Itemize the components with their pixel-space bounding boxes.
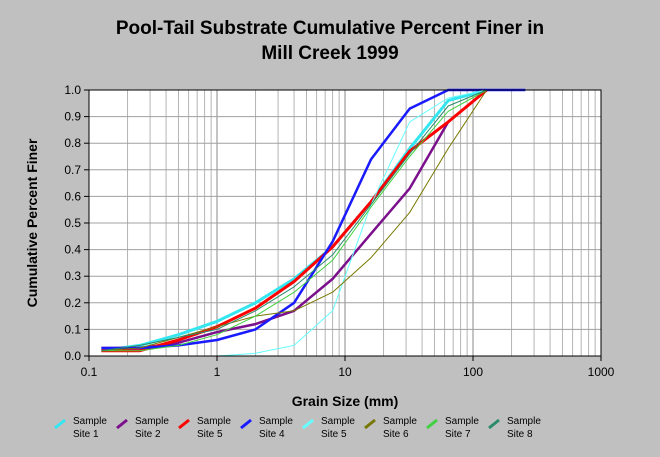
legend-label-line1-2: Sample <box>135 416 169 427</box>
series-line-7 <box>101 89 487 352</box>
x-tick-label: 1000 <box>588 365 615 379</box>
legend-label-line1-8: Sample <box>507 416 541 427</box>
series-line-4 <box>101 88 526 350</box>
legend-label-line1-7: Sample <box>445 416 479 427</box>
x-tick-label: 10 <box>338 365 352 379</box>
y-tick-label: 1.0 <box>64 83 81 97</box>
x-tick-label: 1 <box>214 365 221 379</box>
series-line-6 <box>101 89 488 352</box>
legend-label-line1-6: Sample <box>383 416 417 427</box>
chart-title-line-2: Mill Creek 1999 <box>261 43 399 64</box>
legend-label-line2-2: Site 2 <box>135 429 161 440</box>
chart-title-line-1: Pool-Tail Substrate Cumulative Percent F… <box>115 18 545 39</box>
legend-label-line1-1: Sample <box>73 416 107 427</box>
legend-label-line1-3: Sample <box>197 416 231 427</box>
x-tick-label: 0.1 <box>81 365 98 379</box>
y-tick-label: 0.4 <box>64 243 81 257</box>
legend-swatch-8 <box>488 418 500 430</box>
y-axis-label: Cumulative Percent Finer <box>24 138 40 307</box>
legend-swatch-4 <box>240 418 252 430</box>
y-tick-label: 0.8 <box>64 136 81 150</box>
y-tick-label: 0.1 <box>64 322 81 336</box>
legend-swatch-5 <box>302 418 314 430</box>
legend-swatch-2 <box>116 418 128 430</box>
y-tick-label: 0.5 <box>64 216 81 230</box>
y-tick-label: 0.2 <box>64 296 81 310</box>
x-axis-label: Grain Size (mm) <box>292 393 399 409</box>
y-tick-label: 0.3 <box>64 269 81 283</box>
y-tick-label: 0.9 <box>64 110 81 124</box>
legend-label-line1-5: Sample <box>321 416 355 427</box>
legend-swatch-3 <box>178 418 190 430</box>
legend-label-line2-1: Site 1 <box>73 429 99 440</box>
legend-swatch-6 <box>364 418 376 430</box>
series-line-8 <box>101 89 487 352</box>
y-tick-label: 0.0 <box>64 349 81 363</box>
y-tick-label: 0.7 <box>64 163 81 177</box>
legend-label-line1-4: Sample <box>259 416 293 427</box>
legend-label-line2-8: Site 8 <box>507 429 533 440</box>
legend-swatch-7 <box>426 418 438 430</box>
legend-label-line2-6: Site 6 <box>383 429 409 440</box>
x-tick-label: 100 <box>463 365 483 379</box>
series-line-1 <box>101 88 488 353</box>
legend-label-line2-3: Site 5 <box>197 429 223 440</box>
legend-label-line2-5: Site 5 <box>321 429 347 440</box>
legend-swatch-1 <box>54 418 66 430</box>
legend-label-line2-7: Site 7 <box>445 429 471 440</box>
legend-label-line2-4: Site 4 <box>259 429 285 440</box>
y-tick-label: 0.6 <box>64 189 81 203</box>
